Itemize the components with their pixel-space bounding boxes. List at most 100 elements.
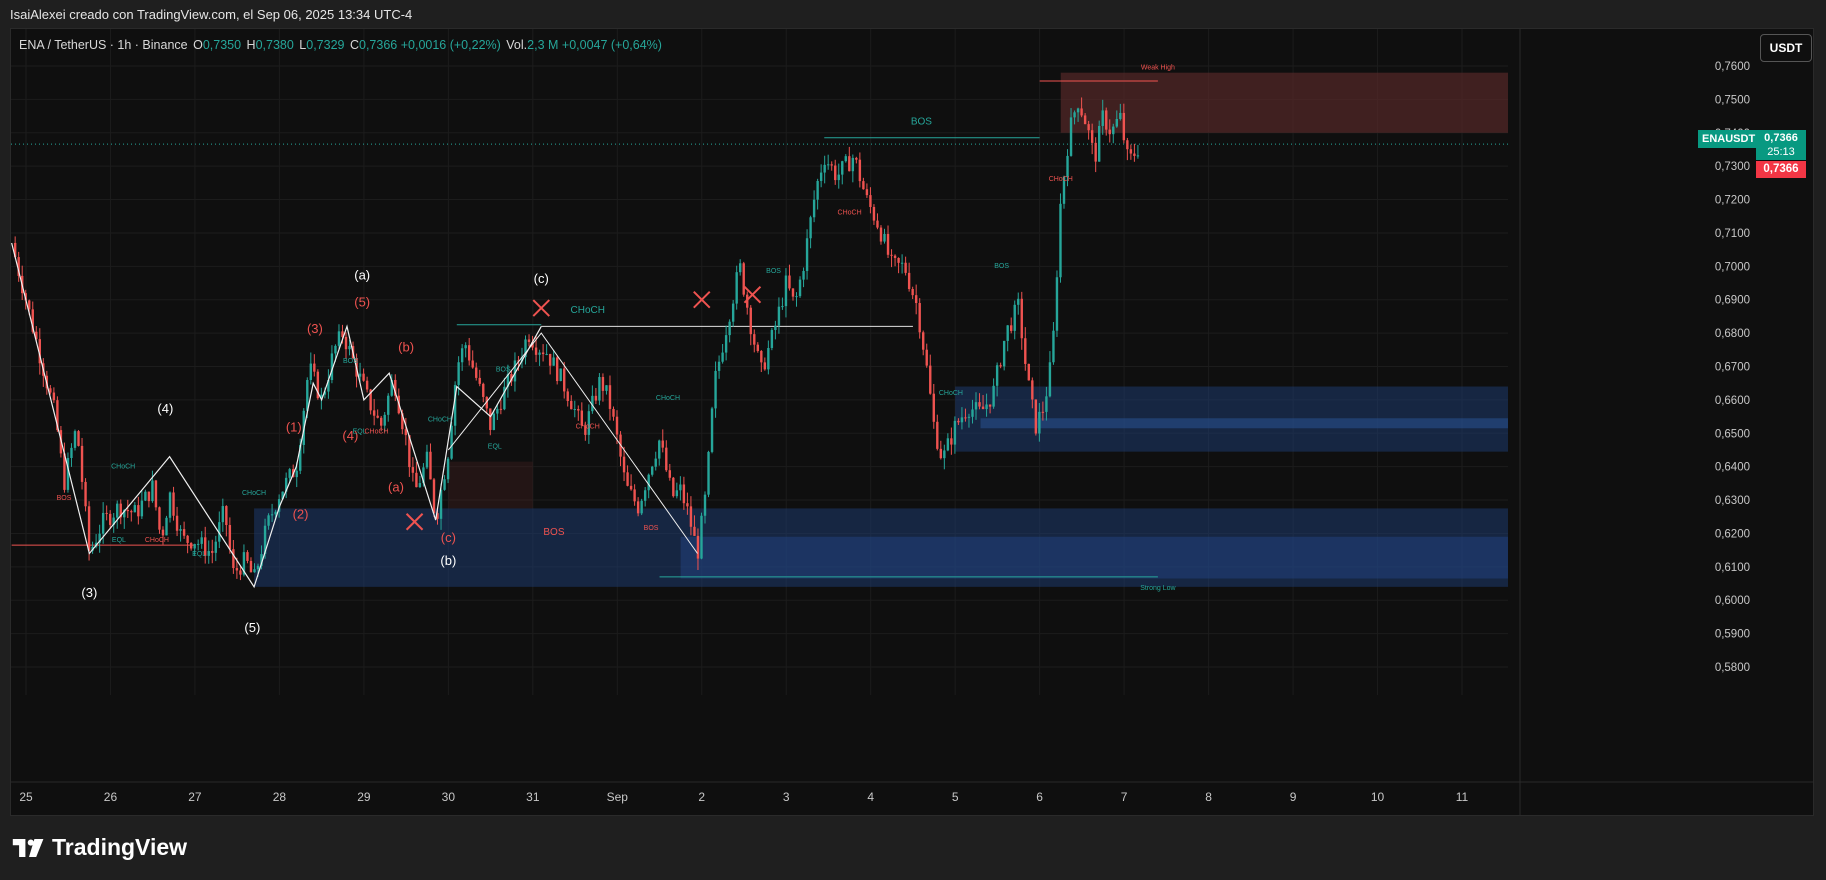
wave-label: (b) [440,553,456,568]
candle-body [1020,298,1023,339]
x-axis-tick-label: 8 [1205,790,1212,804]
wave-label: (5) [244,620,260,635]
candle-body [277,499,281,512]
cross-stroke [532,299,550,317]
candle-body [513,360,517,382]
candle-body [964,417,967,419]
candle-body [1017,298,1020,305]
high-label: H [246,38,256,52]
candle-body [524,339,527,358]
candle-body [728,321,731,336]
candle-body [52,392,56,401]
structure-annotation: BOS [644,525,659,532]
candle-body [1048,362,1052,397]
candle-body [668,470,672,478]
candle-body [992,385,995,407]
x-axis-tick-label: 31 [526,790,540,804]
candle-body [460,348,464,363]
structure-annotation: CHoCH [145,537,169,544]
order-block-zone [448,461,533,509]
candle-body [496,408,499,414]
candle-body [320,394,323,399]
candle-body [453,384,457,426]
candle-body [848,156,851,172]
candle-body [767,347,770,370]
tradingview-logo[interactable]: TradingView [12,834,187,861]
candle-body [196,543,200,545]
candle-body [1069,117,1073,156]
x-axis-tick-label: 29 [357,790,371,804]
candle-body [816,180,819,200]
candle-body [763,362,767,370]
candle-body [760,350,763,363]
candle-body [126,510,129,512]
candle-body [467,345,471,361]
candle-body [925,349,928,366]
candle-body [689,506,693,527]
x-axis-tick-label: 30 [442,790,456,804]
candle-body [270,514,274,516]
wave-label: (2) [293,506,309,521]
y-axis-tick-label: 0,6300 [1715,495,1750,507]
candle-body [601,377,605,391]
candle-body [988,404,992,407]
candle-body [812,199,816,218]
candle-body [1006,325,1009,341]
candle-body [608,385,612,409]
cross-stroke [743,286,762,304]
candle-body [995,365,999,386]
candle-body [422,467,425,484]
candle-body [182,529,186,536]
candle-body [598,377,601,401]
x-axis-tick-label: 27 [188,790,202,804]
candle-body [805,238,809,271]
candle-body [408,435,411,468]
candle-body [584,425,587,435]
candle-body [615,416,619,435]
candle-body [1041,411,1045,413]
low-value: 0,7329 [306,38,345,52]
candle-body [443,479,446,490]
close-label: C [349,38,359,52]
candle-body [38,339,41,364]
candle-body [341,331,344,337]
candle-body [73,431,77,448]
candle-body [432,479,436,514]
candle-body [594,395,598,401]
candle-body [929,365,932,394]
candle-body [1115,118,1118,127]
wave-line-white [11,242,542,589]
candle-body [105,512,108,514]
candle-body [1097,125,1101,162]
candle-body [108,513,112,525]
candle-body [506,374,510,387]
candle-body [714,370,717,409]
symbol-label[interactable]: ENA / TetherUS · 1h · Binance [19,38,188,52]
candle-body [693,526,696,536]
candle-body [288,469,291,478]
candle-body [316,371,320,399]
candle-body [207,551,210,556]
candle-body [626,472,629,486]
x-axis-tick-label: 28 [273,790,287,804]
candle-body [837,174,840,181]
candle-body [376,415,379,418]
candle-body [1038,411,1041,434]
structure-annotation: CHoCH [428,417,452,424]
candle-body [675,490,679,497]
candle-body [890,254,893,256]
candle-body [200,537,203,544]
structure-annotation: BOS [57,495,72,502]
candle-body [383,414,386,426]
candle-body [876,220,879,228]
chart-panel[interactable] [10,28,1814,816]
tradingview-logo-icon [12,838,44,857]
currency-button[interactable]: USDT [1760,34,1812,62]
y-axis-tick-label: 0,7000 [1715,261,1750,273]
structure-annotation: CHoCH [111,463,135,470]
candle-body [1062,176,1066,204]
wave-label: (a) [388,480,404,495]
candle-body [28,300,31,310]
candle-body [555,357,559,382]
